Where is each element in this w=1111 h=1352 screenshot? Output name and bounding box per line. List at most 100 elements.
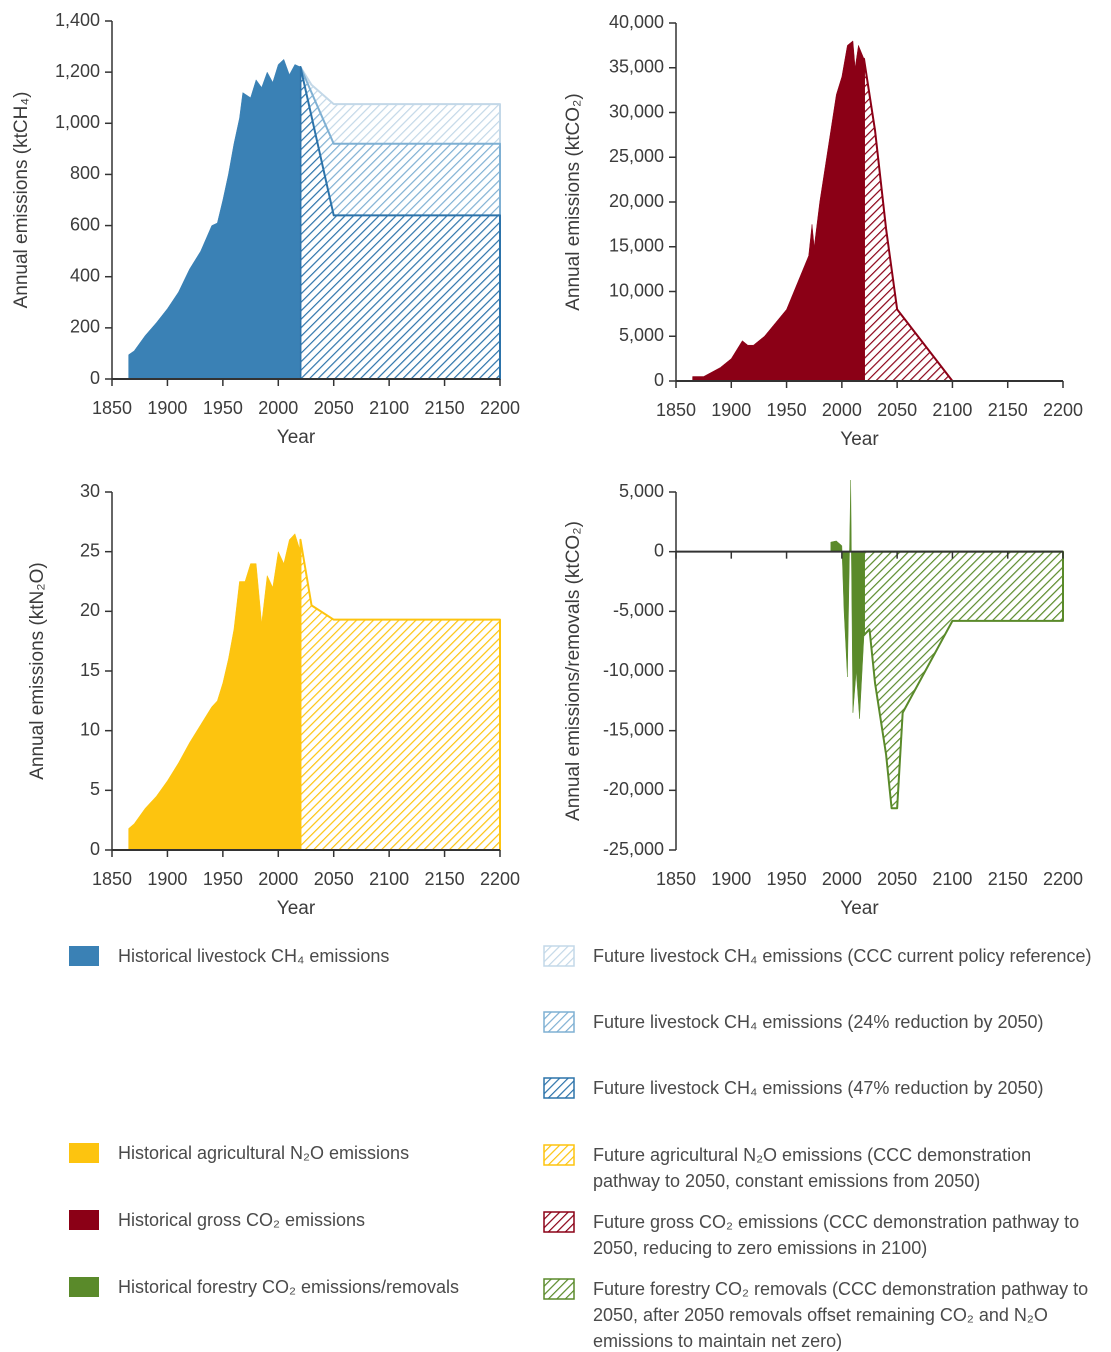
x-tick-label: 1950 xyxy=(767,400,807,420)
y-tick-label: 10 xyxy=(80,719,100,739)
x-tick-label: 2050 xyxy=(877,400,917,420)
x-tick-label: 2100 xyxy=(369,398,409,418)
x-axis-label: Year xyxy=(277,427,316,448)
legend-item: Future livestock CH₄ emissions (24% redu… xyxy=(543,1009,1103,1035)
legend-label: Future livestock CH₄ emissions (CCC curr… xyxy=(593,946,1092,966)
legend-label: Future agricultural N₂O emissions (CCC d… xyxy=(593,1145,1032,1191)
x-tick-label: 2150 xyxy=(988,869,1028,889)
y-tick-label: 400 xyxy=(70,265,100,285)
legend-item: Future agricultural N₂O emissions (CCC d… xyxy=(543,1142,1103,1194)
x-tick-label: 2200 xyxy=(1043,869,1083,889)
legend-item: Historical gross CO₂ emissions xyxy=(68,1207,508,1233)
historical-area xyxy=(830,479,865,719)
legend-swatch xyxy=(543,1144,575,1166)
legend-item: Future forestry CO₂ removals (CCC demons… xyxy=(543,1276,1103,1352)
legend-label: Future gross CO₂ emissions (CCC demonstr… xyxy=(593,1212,1080,1258)
y-tick-label: 1,000 xyxy=(55,112,100,132)
x-tick-label: 2100 xyxy=(932,869,972,889)
x-tick-label: 1950 xyxy=(203,398,243,418)
legend-swatch xyxy=(69,1210,99,1230)
legend-label: Future livestock CH₄ emissions (47% redu… xyxy=(593,1078,1044,1098)
y-tick-label: 0 xyxy=(90,839,100,859)
y-tick-label: 30 xyxy=(80,481,100,501)
y-axis-label: Annual emissions (ktN₂O) xyxy=(27,562,48,780)
y-axis-label: Annual emissions (ktCH₄) xyxy=(11,92,32,309)
y-tick-label: 15 xyxy=(80,660,100,680)
y-tick-label: 25,000 xyxy=(609,146,664,166)
x-tick-label: 2200 xyxy=(480,869,520,889)
x-tick-label: 1900 xyxy=(147,869,187,889)
x-tick-label: 1900 xyxy=(711,400,751,420)
legend-swatch xyxy=(69,1143,99,1163)
x-tick-label: 1900 xyxy=(711,869,751,889)
legend-label: Historical livestock CH₄ emissions xyxy=(118,946,390,966)
x-tick-label: 1850 xyxy=(656,400,696,420)
legend-swatch xyxy=(543,1211,575,1233)
x-tick-label: 2150 xyxy=(425,869,465,889)
legend-item: Future gross CO₂ emissions (CCC demonstr… xyxy=(543,1209,1103,1261)
x-axis-label: Year xyxy=(840,898,879,919)
legend-swatch xyxy=(69,1277,99,1297)
y-tick-label: -10,000 xyxy=(603,660,664,680)
y-tick-label: 600 xyxy=(70,214,100,234)
x-tick-label: 1950 xyxy=(767,869,807,889)
future-area xyxy=(299,66,501,380)
x-tick-label: 2100 xyxy=(369,869,409,889)
y-tick-label: 35,000 xyxy=(609,57,664,77)
x-tick-label: 2000 xyxy=(258,869,298,889)
legend-label: Future livestock CH₄ emissions (24% redu… xyxy=(593,1012,1044,1032)
legend-swatch xyxy=(543,1011,575,1033)
legend-swatch xyxy=(543,1077,575,1099)
y-tick-label: 40,000 xyxy=(609,12,664,32)
x-tick-label: 2100 xyxy=(932,400,972,420)
x-tick-label: 1850 xyxy=(92,869,132,889)
legend-item: Historical livestock CH₄ emissions xyxy=(68,943,508,969)
legend-label: Historical gross CO₂ emissions xyxy=(118,1210,366,1230)
legend-label: Historical forestry CO₂ emissions/remova… xyxy=(118,1277,460,1297)
legend-label: Future forestry CO₂ removals (CCC demons… xyxy=(593,1279,1089,1351)
x-tick-label: 2000 xyxy=(822,869,862,889)
x-tick-label: 1850 xyxy=(656,869,696,889)
future-area xyxy=(862,57,954,382)
y-tick-label: 5,000 xyxy=(619,481,664,501)
y-tick-label: 20,000 xyxy=(609,191,664,211)
legend-item: Future livestock CH₄ emissions (CCC curr… xyxy=(543,943,1103,969)
y-tick-label: 30,000 xyxy=(609,101,664,121)
legend-item: Historical agricultural N₂O emissions xyxy=(68,1140,508,1166)
y-tick-label: 200 xyxy=(70,317,100,337)
y-tick-label: 25 xyxy=(80,540,100,560)
legend-item: Future livestock CH₄ emissions (47% redu… xyxy=(543,1075,1103,1101)
x-axis-label: Year xyxy=(277,898,316,919)
y-tick-label: 1,400 xyxy=(55,10,100,30)
x-tick-label: 2050 xyxy=(877,869,917,889)
y-tick-label: -20,000 xyxy=(603,779,664,799)
historical-area xyxy=(128,533,301,851)
y-tick-label: 800 xyxy=(70,163,100,183)
y-tick-label: 5,000 xyxy=(619,325,664,345)
x-tick-label: 2000 xyxy=(258,398,298,418)
legend-item: Historical forestry CO₂ emissions/remova… xyxy=(68,1274,508,1300)
y-tick-label: -5,000 xyxy=(613,600,664,620)
future-area xyxy=(299,538,501,851)
y-tick-label: 15,000 xyxy=(609,236,664,256)
future-area xyxy=(862,550,1064,810)
y-tick-label: 0 xyxy=(654,370,664,390)
x-tick-label: 2200 xyxy=(1043,400,1083,420)
y-tick-label: 0 xyxy=(654,540,664,560)
historical-area xyxy=(692,40,865,382)
x-tick-label: 2050 xyxy=(314,869,354,889)
x-tick-label: 1850 xyxy=(92,398,132,418)
y-tick-label: 5 xyxy=(90,779,100,799)
y-axis-label: Annual emissions/removals (ktCO₂) xyxy=(563,521,584,821)
y-tick-label: 0 xyxy=(90,368,100,388)
y-tick-label: -25,000 xyxy=(603,839,664,859)
x-tick-label: 2150 xyxy=(988,400,1028,420)
x-tick-label: 2150 xyxy=(425,398,465,418)
x-tick-label: 2000 xyxy=(822,400,862,420)
x-tick-label: 1900 xyxy=(147,398,187,418)
x-axis-label: Year xyxy=(840,429,879,450)
x-tick-label: 1950 xyxy=(203,869,243,889)
y-tick-label: 20 xyxy=(80,600,100,620)
y-tick-label: 10,000 xyxy=(609,280,664,300)
